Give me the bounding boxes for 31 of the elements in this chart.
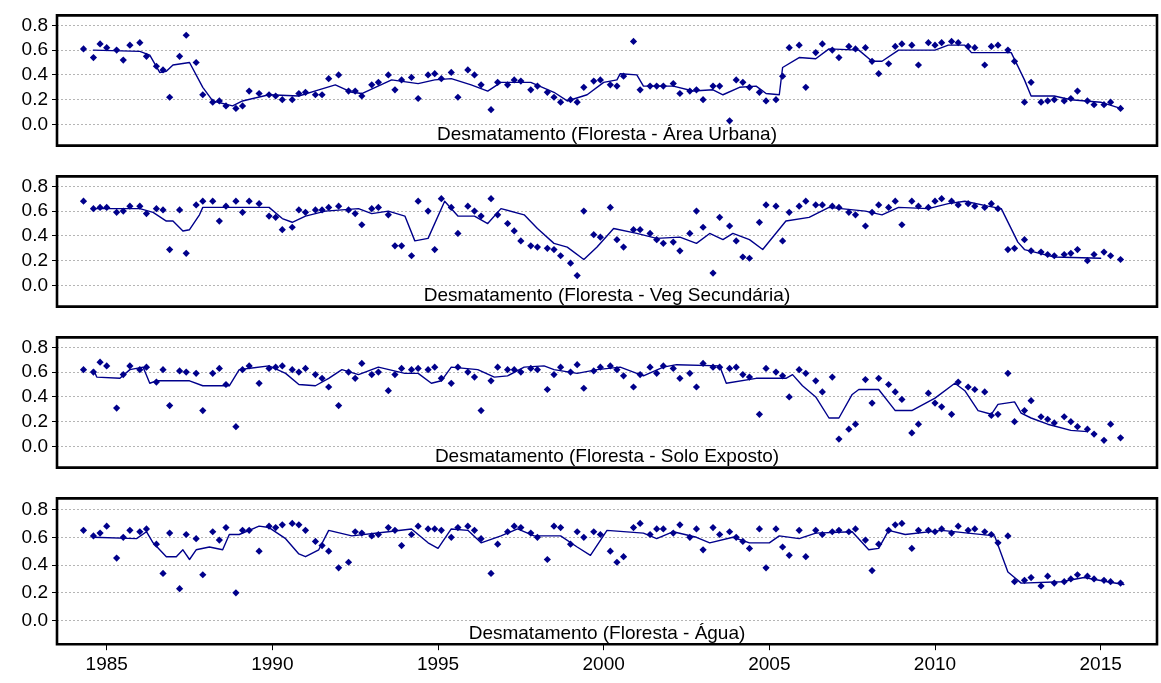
x-tick-label: 1990 bbox=[251, 652, 294, 674]
y-tick-label: 0.8 bbox=[21, 174, 48, 196]
x-tick-label: 2000 bbox=[582, 652, 625, 674]
y-tick-label: 0.6 bbox=[21, 360, 48, 382]
x-tick-label: 1995 bbox=[416, 652, 460, 674]
y-tick-label: 0.6 bbox=[21, 38, 48, 60]
x-tick-label: 1985 bbox=[85, 652, 128, 674]
y-tick-label: 0.8 bbox=[21, 13, 48, 35]
y-tick-label: 0.6 bbox=[21, 199, 48, 221]
y-tick-label: 0.2 bbox=[21, 409, 48, 431]
y-tick-label: 0.2 bbox=[21, 87, 48, 109]
y-tick-label: 0.0 bbox=[21, 434, 48, 456]
y-tick-label: 0.2 bbox=[21, 581, 48, 603]
y-tick-label: 0.4 bbox=[21, 553, 49, 575]
y-tick-label: 0.4 bbox=[21, 63, 49, 85]
y-tick-label: 0.0 bbox=[21, 273, 48, 295]
y-tick-label: 0.2 bbox=[21, 248, 48, 270]
text: Desmatamento (Floresta - Veg Secundária) bbox=[423, 284, 791, 306]
y-tick-label: 0.4 bbox=[21, 224, 49, 246]
y-tick-label: 0.0 bbox=[21, 608, 48, 630]
y-tick-label: 0.8 bbox=[21, 335, 48, 357]
y-tick-label: 0.8 bbox=[21, 497, 48, 519]
y-tick-label: 0.0 bbox=[21, 112, 48, 134]
text: Desmatamento (Floresta - Água) bbox=[468, 621, 746, 643]
x-tick-label: 2010 bbox=[913, 652, 957, 674]
y-tick-label: 0.6 bbox=[21, 525, 48, 547]
x-tick-label: 2005 bbox=[748, 652, 791, 674]
y-tick-label: 0.4 bbox=[21, 385, 49, 407]
text: Desmatamento (Floresta - Área Urbana) bbox=[436, 123, 778, 145]
x-tick-label: 2015 bbox=[1079, 652, 1122, 674]
text: Desmatamento (Floresta - Solo Exposto) bbox=[434, 445, 780, 467]
